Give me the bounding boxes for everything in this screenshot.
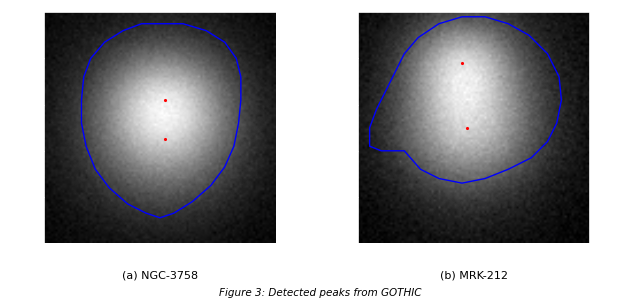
Text: Figure 3: Detected peaks from GOTHIC: Figure 3: Detected peaks from GOTHIC	[219, 288, 421, 298]
Text: (b) MRK-212: (b) MRK-212	[440, 271, 508, 281]
Text: (a) NGC-3758: (a) NGC-3758	[122, 271, 198, 281]
